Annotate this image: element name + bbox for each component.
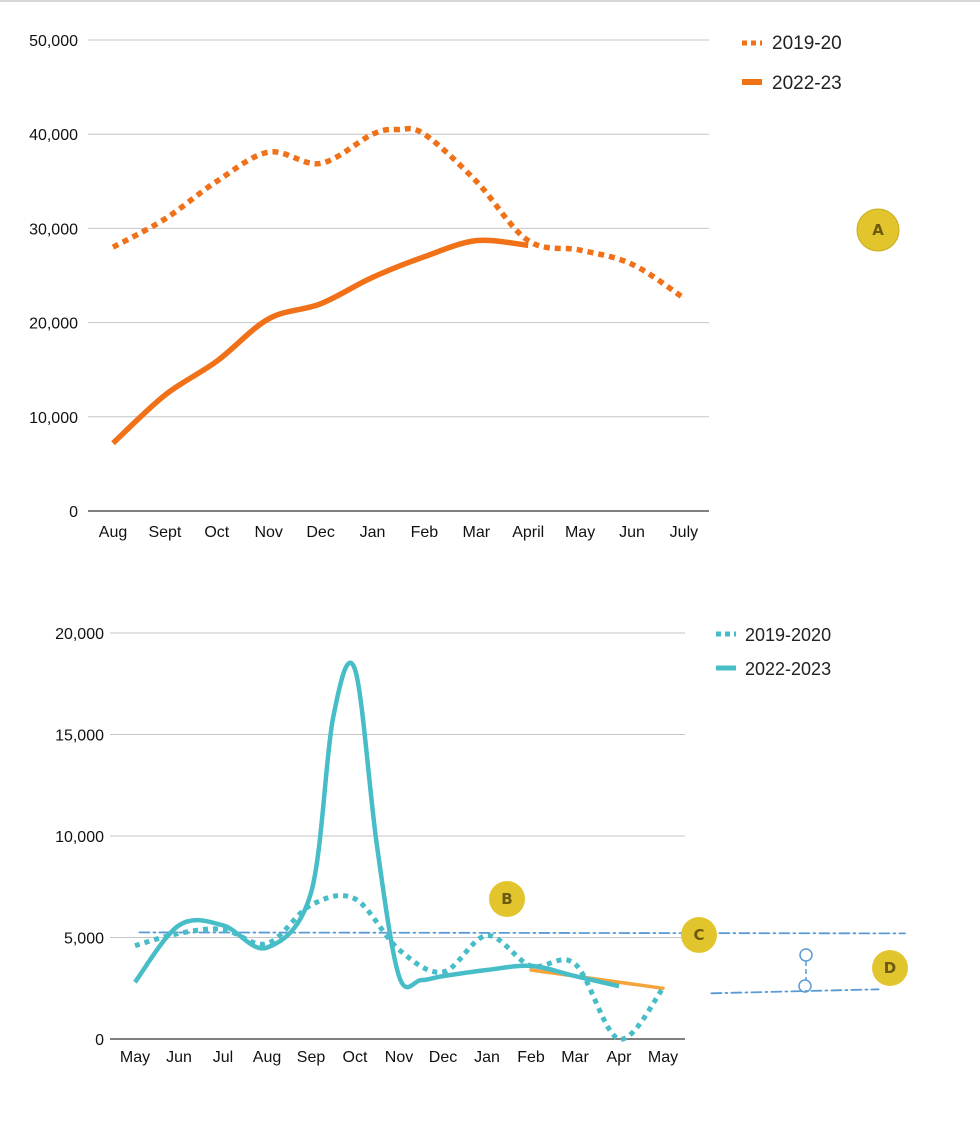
y-tick-labels: 0 10,000 20,000 30,000 40,000 50,000 <box>29 33 78 521</box>
series-line-2022-2023-solid <box>133 660 620 990</box>
marker-c-circle <box>681 917 717 953</box>
y-tick-10-000: 10,000 <box>29 410 78 427</box>
legend: 2019-2020 2022-2023 <box>716 625 831 679</box>
marker-b-label: B <box>501 890 512 908</box>
annotation-marker-d: D <box>872 950 908 986</box>
x-tick-jan-5: Jan <box>360 524 386 541</box>
marker-b-circle <box>489 881 525 917</box>
x-tick-jun-10: Jun <box>619 524 645 541</box>
x-tick-feb-9: Feb <box>517 1049 545 1066</box>
y-tick-20-000: 20,000 <box>29 316 78 333</box>
x-tick-nov-3: Nov <box>254 524 282 541</box>
x-tick-sep-4: Sep <box>297 1049 326 1066</box>
x-tick-may-0: May <box>120 1049 150 1066</box>
legend: 2019-20 2022-23 <box>742 33 842 94</box>
marker-a-circle <box>856 208 900 252</box>
x-tick-sept-1: Sept <box>148 524 181 541</box>
x-tick-july-11: July <box>670 524 698 541</box>
legend-label-2019-2020: 2019-2020 <box>745 625 831 645</box>
y-tick-0: 0 <box>95 1032 104 1049</box>
x-tick-labels: Aug Sept Oct Nov Dec Jan Feb Mar April May Jun July <box>99 524 698 541</box>
connector-pin-bottom <box>798 979 812 993</box>
x-tick-may-12: May <box>648 1049 678 1066</box>
marker-d-label: D <box>884 959 896 977</box>
x-tick-labels: May Jun Jul Aug Sep Oct Nov Dec Jan Feb Mar Apr May <box>120 1049 678 1066</box>
x-tick-dec-4: Dec <box>306 524 334 541</box>
x-tick-oct-5: Oct <box>343 1049 368 1066</box>
reference-line-d <box>710 988 880 995</box>
marker-a-label: A <box>872 221 884 239</box>
x-tick-may-9: May <box>565 524 595 541</box>
y-tick-labels: 0 5,000 10,000 15,000 20,000 <box>55 626 104 1049</box>
y-tick-10-000: 10,000 <box>55 829 104 846</box>
connector-pin-top <box>799 948 813 962</box>
x-tick-jul-2: Jul <box>213 1049 233 1066</box>
y-gridlines <box>88 39 709 512</box>
series-lines <box>111 125 686 446</box>
x-tick-feb-6: Feb <box>411 524 439 541</box>
y-tick-50-000: 50,000 <box>29 33 78 50</box>
series-lines <box>133 660 666 1042</box>
x-tick-jan-8: Jan <box>474 1049 500 1066</box>
reference-line-c <box>138 931 906 935</box>
y-tick-20-000: 20,000 <box>55 626 104 643</box>
annotation-marker-c: C <box>681 917 717 953</box>
x-tick-april-8: April <box>512 524 544 541</box>
marker-d-circle <box>872 950 908 986</box>
legend-label-2019-20: 2019-20 <box>772 33 842 54</box>
x-tick-mar-7: Mar <box>463 524 491 541</box>
series-line-2022-23-solid <box>111 237 529 446</box>
y-tick-0: 0 <box>69 504 78 521</box>
x-tick-nov-6: Nov <box>385 1049 413 1066</box>
x-tick-mar-10: Mar <box>561 1049 589 1066</box>
marker-c-label: C <box>693 926 704 944</box>
y-tick-5-000: 5,000 <box>64 931 104 948</box>
annotation-marker-a: A <box>856 208 900 252</box>
x-tick-dec-7: Dec <box>429 1049 457 1066</box>
x-tick-jun-1: Jun <box>166 1049 192 1066</box>
line-chart-2019-vs-2022: 0 10,000 20,000 30,000 40,000 50,000 Aug Sept O… <box>29 33 900 541</box>
y-tick-30-000: 30,000 <box>29 221 78 238</box>
series-line-2019-20-dotted <box>111 125 686 301</box>
x-tick-aug-0: Aug <box>99 524 127 541</box>
series-line-2019-2020-dotted <box>134 893 666 1042</box>
annotation-marker-b: B <box>489 881 525 917</box>
x-tick-aug-3: Aug <box>253 1049 281 1066</box>
x-tick-oct-2: Oct <box>204 524 229 541</box>
y-gridlines <box>110 632 685 1040</box>
legend-label-2022-23: 2022-23 <box>772 73 842 94</box>
y-tick-15-000: 15,000 <box>55 728 104 745</box>
legend-label-2022-2023: 2022-2023 <box>745 659 831 679</box>
y-tick-40-000: 40,000 <box>29 127 78 144</box>
top-border <box>0 0 980 2</box>
x-tick-apr-11: Apr <box>607 1049 633 1066</box>
connector-pin <box>798 948 813 993</box>
